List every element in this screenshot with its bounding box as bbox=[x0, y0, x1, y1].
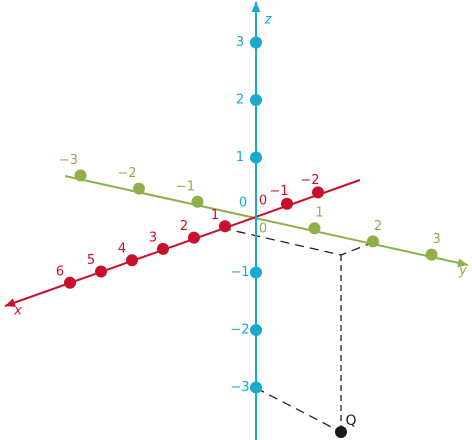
point-label: Q bbox=[345, 413, 356, 429]
tick-label: 2 bbox=[180, 219, 188, 234]
axis-arrow bbox=[5, 298, 16, 307]
tick-label: 5 bbox=[87, 253, 95, 268]
tick-dot bbox=[191, 195, 204, 208]
tick-dot bbox=[250, 324, 262, 336]
tick-label: 0 bbox=[259, 222, 267, 237]
tick-label: −2 bbox=[300, 173, 319, 188]
axis-arrow bbox=[457, 258, 468, 268]
tick-dot bbox=[250, 94, 262, 106]
tick-dot bbox=[219, 220, 231, 233]
tick-dot bbox=[157, 242, 169, 255]
tick-label: 0 bbox=[239, 196, 247, 211]
tick-label: 3 bbox=[432, 232, 440, 247]
tick-label: 2 bbox=[236, 93, 244, 108]
axis-name: x bbox=[13, 304, 22, 319]
tick-label: −3 bbox=[59, 153, 78, 168]
tick-dot bbox=[188, 231, 200, 244]
axis-line bbox=[4, 179, 361, 307]
tick-dot bbox=[126, 254, 138, 267]
tick-label: 1 bbox=[236, 150, 244, 165]
tick-label: 3 bbox=[236, 35, 244, 50]
tick-label: 0 bbox=[259, 194, 267, 209]
axis-name: y bbox=[458, 264, 467, 279]
tick-label: 3 bbox=[149, 230, 157, 245]
tick-label: 4 bbox=[118, 242, 126, 257]
tick-dot bbox=[250, 36, 262, 49]
tick-dot bbox=[74, 169, 87, 182]
tick-dot bbox=[312, 186, 324, 199]
axis-name: z bbox=[264, 13, 273, 28]
tick-label: 2 bbox=[374, 219, 382, 234]
tick-label: −1 bbox=[269, 184, 288, 199]
tick-dot bbox=[367, 235, 379, 248]
tick-label: −1 bbox=[230, 265, 249, 280]
tick-dot bbox=[250, 151, 262, 164]
dashed-line bbox=[221, 227, 342, 256]
tick-dot bbox=[250, 381, 262, 394]
tick-dot bbox=[425, 248, 438, 261]
tick-label: −1 bbox=[176, 179, 195, 194]
tick-label: −2 bbox=[117, 166, 136, 181]
dashed-line bbox=[255, 387, 342, 433]
tick-label: 1 bbox=[315, 206, 323, 221]
tick-dot bbox=[308, 222, 321, 235]
tick-label: 1 bbox=[211, 208, 219, 223]
tick-label: −3 bbox=[230, 380, 249, 395]
tick-dot bbox=[64, 276, 76, 289]
axis-line bbox=[64, 175, 469, 266]
tick-dot bbox=[250, 266, 262, 279]
tick-dot bbox=[133, 182, 145, 195]
tick-label: −2 bbox=[230, 323, 249, 338]
axis-arrow bbox=[251, 2, 261, 12]
tick-dot bbox=[95, 265, 107, 278]
point-q bbox=[335, 426, 347, 438]
tick-label: 6 bbox=[56, 264, 64, 279]
tick-dot bbox=[281, 197, 293, 210]
